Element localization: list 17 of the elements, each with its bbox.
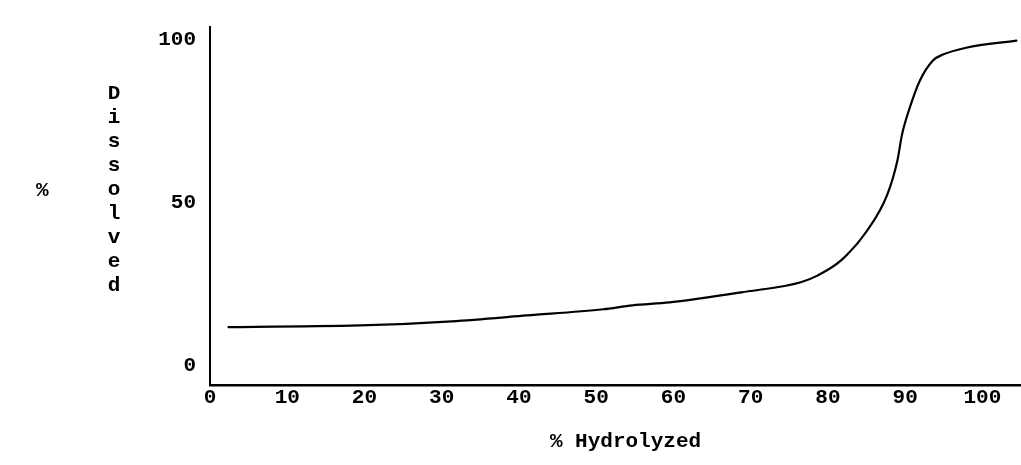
text: % Dissolved <box>36 82 126 298</box>
x-tick-label: 0 <box>203 385 217 409</box>
x-tick-label: 40 <box>506 385 532 409</box>
x-tick-label: 20 <box>351 385 378 409</box>
y-tick-label: 100 <box>158 27 196 51</box>
x-tick-label: 90 <box>892 385 918 409</box>
x-tick-label: 100 <box>963 385 1002 409</box>
x-tick-label: 70 <box>738 385 764 409</box>
y-tick-label: 50 <box>170 190 196 214</box>
x-tick-label: 10 <box>274 385 300 409</box>
x-axis-title: % Hydrolyzed <box>549 430 702 454</box>
y-tick-label: 0 <box>183 353 196 377</box>
x-tick-label: 80 <box>815 385 841 409</box>
x-tick-label: 30 <box>429 385 455 409</box>
x-tick-label: 50 <box>583 385 609 409</box>
x-tick-label: 60 <box>660 385 687 409</box>
line-series <box>227 39 1018 329</box>
